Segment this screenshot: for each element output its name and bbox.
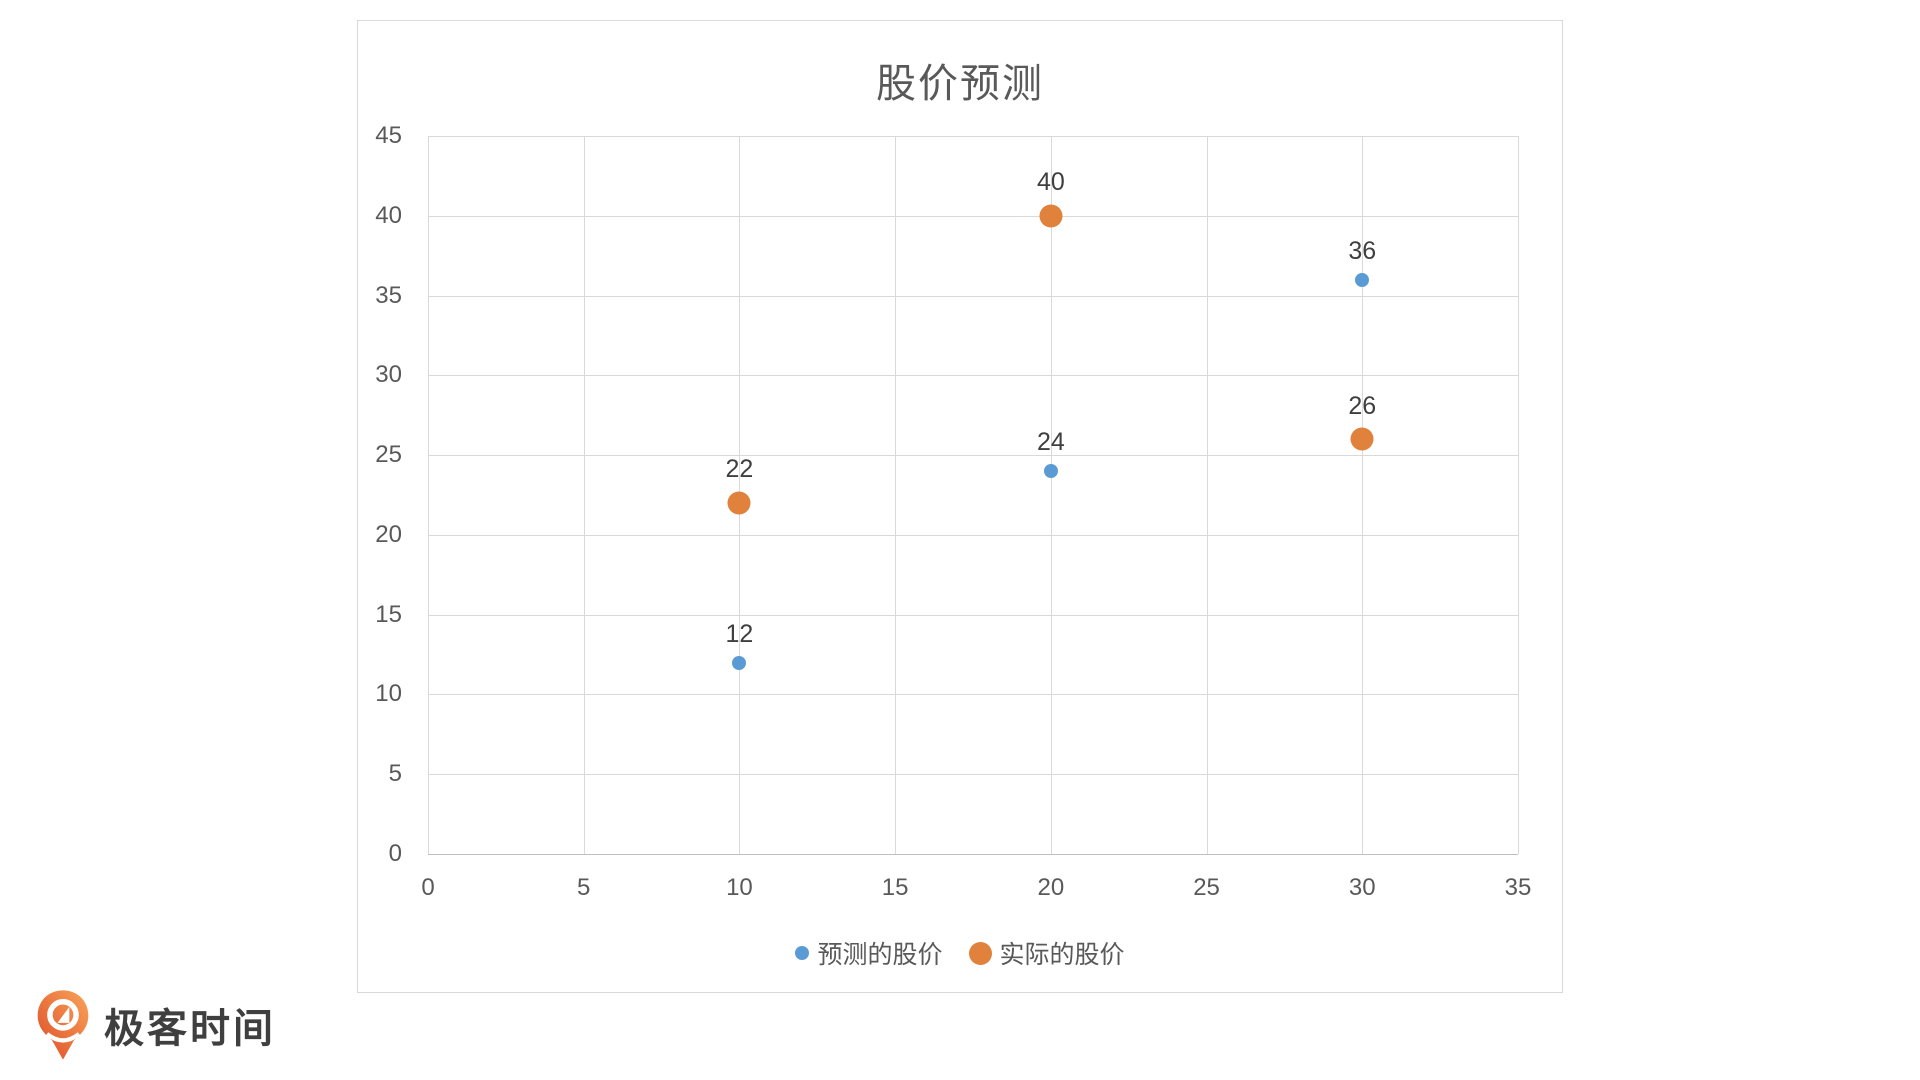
data-point xyxy=(1355,272,1370,287)
chart-title: 股价预测 xyxy=(876,62,1044,106)
data-point xyxy=(1039,204,1063,228)
horizontal-gridline xyxy=(428,136,1518,137)
x-tick-label: 20 xyxy=(1037,874,1065,901)
y-tick-label: 10 xyxy=(375,680,402,708)
y-tick-label: 35 xyxy=(375,281,402,309)
x-tick-label: 5 xyxy=(577,874,591,901)
horizontal-gridline xyxy=(428,295,1518,297)
vertical-gridline xyxy=(1050,136,1052,854)
horizontal-gridline xyxy=(428,774,1518,776)
legend-marker-icon xyxy=(795,946,810,960)
brand-logo-text: 极客时间 xyxy=(104,1007,276,1051)
horizontal-gridline xyxy=(428,215,1518,217)
geektime-pin-icon xyxy=(37,990,89,1060)
data-point-label: 26 xyxy=(1348,391,1377,420)
vertical-gridline xyxy=(428,136,429,854)
y-tick-label: 25 xyxy=(375,441,402,469)
data-point xyxy=(1043,464,1058,479)
data-point-label: 12 xyxy=(725,619,754,648)
chart-legend: 预测的股价 实际的股价 xyxy=(358,933,1562,973)
vertical-gridline xyxy=(1518,136,1519,854)
chart-container: 股价预测 0 5 10 15 20 25 30 35 0 5 10 15 20 25 30 35 40 45 12 2… xyxy=(357,20,1563,993)
x-tick-label: 0 xyxy=(421,874,435,901)
horizontal-gridline xyxy=(428,534,1518,536)
plot-area: 0 5 10 15 20 25 30 35 0 5 10 15 20 25 30 35 40 45 12 24 36 22… xyxy=(375,122,1531,901)
vertical-gridline xyxy=(895,136,897,854)
vertical-gridline xyxy=(583,136,585,854)
x-tick-label: 35 xyxy=(1504,874,1532,901)
vertical-gridline xyxy=(1362,136,1364,854)
x-tick-label: 30 xyxy=(1348,874,1376,901)
data-point xyxy=(1350,427,1374,451)
y-tick-label: 30 xyxy=(375,361,402,389)
horizontal-gridline xyxy=(428,854,1518,855)
data-point-label: 40 xyxy=(1036,168,1065,197)
legend-item: 实际的股价 xyxy=(968,935,1125,971)
y-tick-label: 20 xyxy=(375,520,402,548)
legend-label: 预测的股价 xyxy=(817,941,943,969)
horizontal-gridline xyxy=(428,455,1518,457)
horizontal-gridline xyxy=(428,614,1518,616)
x-tick-label: 25 xyxy=(1193,874,1220,901)
x-tick-label: 10 xyxy=(726,874,753,901)
data-point xyxy=(727,491,751,515)
legend-item: 预测的股价 xyxy=(795,935,943,971)
y-tick-label: 5 xyxy=(388,760,402,788)
data-point-label: 22 xyxy=(725,455,754,484)
horizontal-gridline xyxy=(428,694,1518,696)
data-point xyxy=(732,655,747,670)
data-point-label: 24 xyxy=(1036,428,1065,457)
y-tick-label: 40 xyxy=(375,201,402,229)
y-tick-label: 0 xyxy=(388,840,402,867)
data-point-label: 36 xyxy=(1348,236,1377,265)
brand-logo: 极客时间 xyxy=(36,988,276,1062)
horizontal-gridline xyxy=(428,375,1518,377)
y-tick-label: 15 xyxy=(375,600,402,628)
y-tick-label: 45 xyxy=(375,122,402,149)
x-tick-label: 15 xyxy=(881,874,909,901)
legend-label: 实际的股价 xyxy=(999,941,1125,969)
legend-marker-icon xyxy=(968,941,992,965)
vertical-gridline xyxy=(1206,136,1208,854)
